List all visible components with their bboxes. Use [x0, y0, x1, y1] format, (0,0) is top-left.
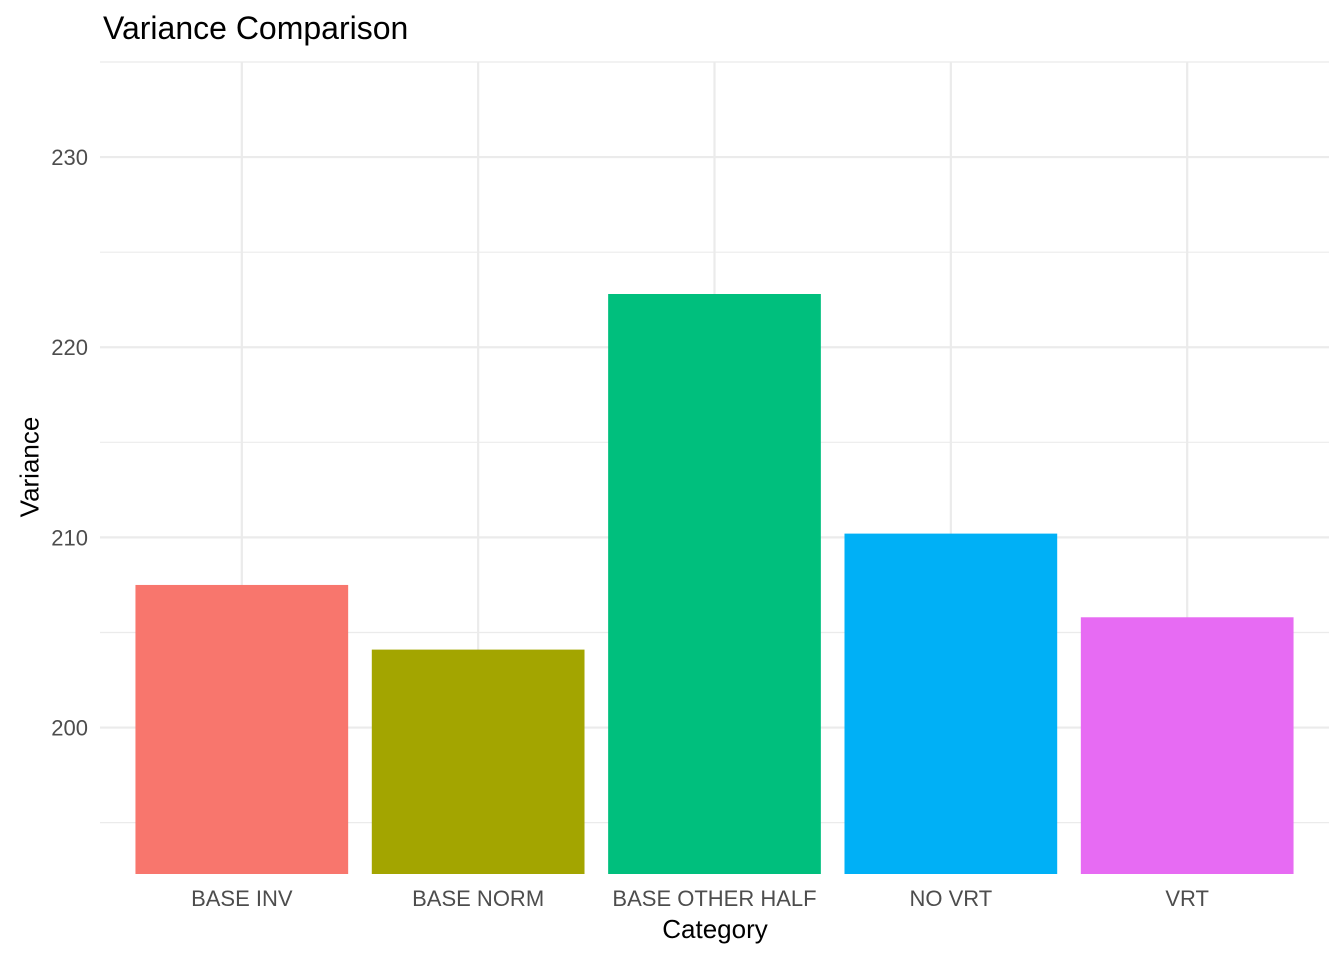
- bar: [608, 294, 821, 874]
- x-tick-label: NO VRT: [909, 886, 992, 911]
- y-tick-label: 200: [51, 716, 88, 741]
- bars: [135, 294, 1294, 874]
- x-axis-title: Category: [662, 914, 768, 944]
- bar: [844, 533, 1058, 874]
- x-tick-label: BASE OTHER HALF: [612, 886, 816, 911]
- y-tick-label: 230: [51, 145, 88, 170]
- x-tick-label: VRT: [1165, 886, 1209, 911]
- bar: [1080, 617, 1294, 874]
- bar: [135, 584, 349, 874]
- x-tick-label: BASE INV: [191, 886, 293, 911]
- y-tick-label: 210: [51, 525, 88, 550]
- y-tick-labels: 200 210 220 230: [51, 145, 88, 740]
- chart-title: Variance Comparison: [103, 10, 409, 46]
- x-tick-labels: BASE INV BASE NORM BASE OTHER HALF NO VRT VR…: [191, 886, 1209, 911]
- y-tick-label: 220: [51, 335, 88, 360]
- x-tick-label: BASE NORM: [412, 886, 544, 911]
- bar: [371, 649, 585, 874]
